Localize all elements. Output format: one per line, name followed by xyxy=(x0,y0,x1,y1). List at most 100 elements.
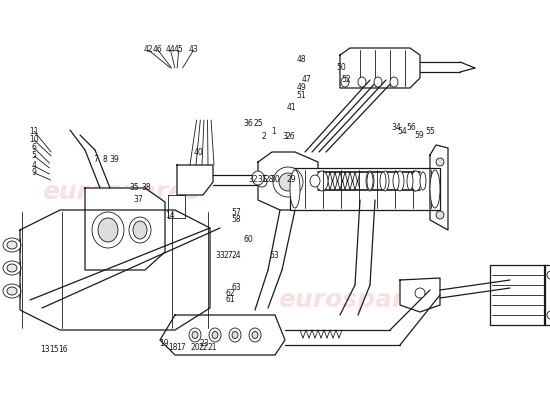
Text: 8: 8 xyxy=(102,155,107,164)
Ellipse shape xyxy=(3,261,21,275)
Text: 45: 45 xyxy=(174,46,184,54)
Ellipse shape xyxy=(7,241,17,249)
Polygon shape xyxy=(430,145,448,230)
Ellipse shape xyxy=(436,211,444,219)
Ellipse shape xyxy=(252,332,258,338)
Text: eurospares: eurospares xyxy=(278,288,437,312)
Ellipse shape xyxy=(411,171,421,191)
Text: 17: 17 xyxy=(177,344,186,352)
Ellipse shape xyxy=(229,328,241,342)
Ellipse shape xyxy=(252,171,264,185)
Text: 3: 3 xyxy=(283,132,287,141)
Text: 25: 25 xyxy=(254,119,263,128)
Text: 56: 56 xyxy=(406,124,416,132)
Text: 18: 18 xyxy=(168,344,178,352)
Text: 34: 34 xyxy=(391,124,401,132)
Ellipse shape xyxy=(436,158,444,166)
Text: 58: 58 xyxy=(232,215,241,224)
Text: 48: 48 xyxy=(296,55,306,64)
Text: 19: 19 xyxy=(159,339,169,348)
Polygon shape xyxy=(177,165,213,195)
Ellipse shape xyxy=(358,77,366,87)
Text: 1: 1 xyxy=(272,128,276,136)
Bar xyxy=(290,168,440,210)
Text: 61: 61 xyxy=(225,296,235,304)
Ellipse shape xyxy=(393,172,399,190)
Text: 33: 33 xyxy=(215,252,225,260)
Polygon shape xyxy=(400,278,440,312)
Text: 13: 13 xyxy=(40,346,50,354)
Ellipse shape xyxy=(273,167,303,197)
Text: 37: 37 xyxy=(134,195,144,204)
Ellipse shape xyxy=(390,77,398,87)
Ellipse shape xyxy=(192,332,198,338)
Ellipse shape xyxy=(420,172,426,190)
Text: 47: 47 xyxy=(302,75,312,84)
Text: 2: 2 xyxy=(262,132,266,141)
Bar xyxy=(490,265,545,325)
Ellipse shape xyxy=(310,175,320,187)
Ellipse shape xyxy=(407,172,413,190)
Polygon shape xyxy=(168,195,185,218)
Ellipse shape xyxy=(366,171,374,191)
Text: 51: 51 xyxy=(296,91,306,100)
Ellipse shape xyxy=(341,77,349,87)
Text: 35: 35 xyxy=(130,183,140,192)
Text: 11: 11 xyxy=(29,127,39,136)
Ellipse shape xyxy=(92,212,124,248)
Text: 10: 10 xyxy=(29,136,39,144)
Ellipse shape xyxy=(3,238,21,252)
Ellipse shape xyxy=(232,332,238,338)
Polygon shape xyxy=(340,48,420,88)
Text: 20: 20 xyxy=(191,344,201,352)
Text: 57: 57 xyxy=(232,208,241,217)
Ellipse shape xyxy=(249,328,261,342)
Text: 46: 46 xyxy=(153,46,163,54)
Ellipse shape xyxy=(290,170,300,208)
Ellipse shape xyxy=(133,221,147,239)
Text: 29: 29 xyxy=(287,175,296,184)
Text: 26: 26 xyxy=(285,132,295,141)
Ellipse shape xyxy=(547,311,550,319)
Text: 16: 16 xyxy=(58,346,68,354)
Text: 21: 21 xyxy=(207,344,217,352)
Text: 38: 38 xyxy=(141,183,151,192)
Text: 14: 14 xyxy=(166,211,175,220)
Ellipse shape xyxy=(411,171,419,191)
Text: 60: 60 xyxy=(244,236,254,244)
Text: 32: 32 xyxy=(248,175,258,184)
Ellipse shape xyxy=(7,264,17,272)
Text: 62: 62 xyxy=(225,290,235,298)
Text: 31: 31 xyxy=(257,175,267,184)
Ellipse shape xyxy=(430,170,440,208)
Text: 54: 54 xyxy=(398,128,408,136)
Ellipse shape xyxy=(212,332,218,338)
Text: 28: 28 xyxy=(265,175,274,184)
Ellipse shape xyxy=(7,287,17,295)
Text: 43: 43 xyxy=(189,46,199,54)
Text: 53: 53 xyxy=(269,251,279,260)
Ellipse shape xyxy=(209,328,221,342)
Ellipse shape xyxy=(380,172,386,190)
Text: 40: 40 xyxy=(193,148,203,157)
Ellipse shape xyxy=(367,172,373,190)
Ellipse shape xyxy=(547,271,550,279)
Text: 39: 39 xyxy=(109,155,119,164)
Text: 49: 49 xyxy=(296,83,306,92)
Text: 41: 41 xyxy=(287,104,296,112)
Text: 59: 59 xyxy=(414,132,424,140)
Ellipse shape xyxy=(396,171,404,191)
Text: 4: 4 xyxy=(32,162,36,170)
Text: 7: 7 xyxy=(94,155,98,164)
Polygon shape xyxy=(160,315,285,355)
Ellipse shape xyxy=(279,173,297,191)
Text: 5: 5 xyxy=(32,152,36,160)
Text: 63: 63 xyxy=(232,283,241,292)
Text: 50: 50 xyxy=(336,63,346,72)
Polygon shape xyxy=(258,152,318,210)
Text: eurospares: eurospares xyxy=(278,180,437,204)
Polygon shape xyxy=(20,210,210,330)
Text: 30: 30 xyxy=(270,175,280,184)
Polygon shape xyxy=(544,265,550,325)
Text: 9: 9 xyxy=(32,168,36,177)
